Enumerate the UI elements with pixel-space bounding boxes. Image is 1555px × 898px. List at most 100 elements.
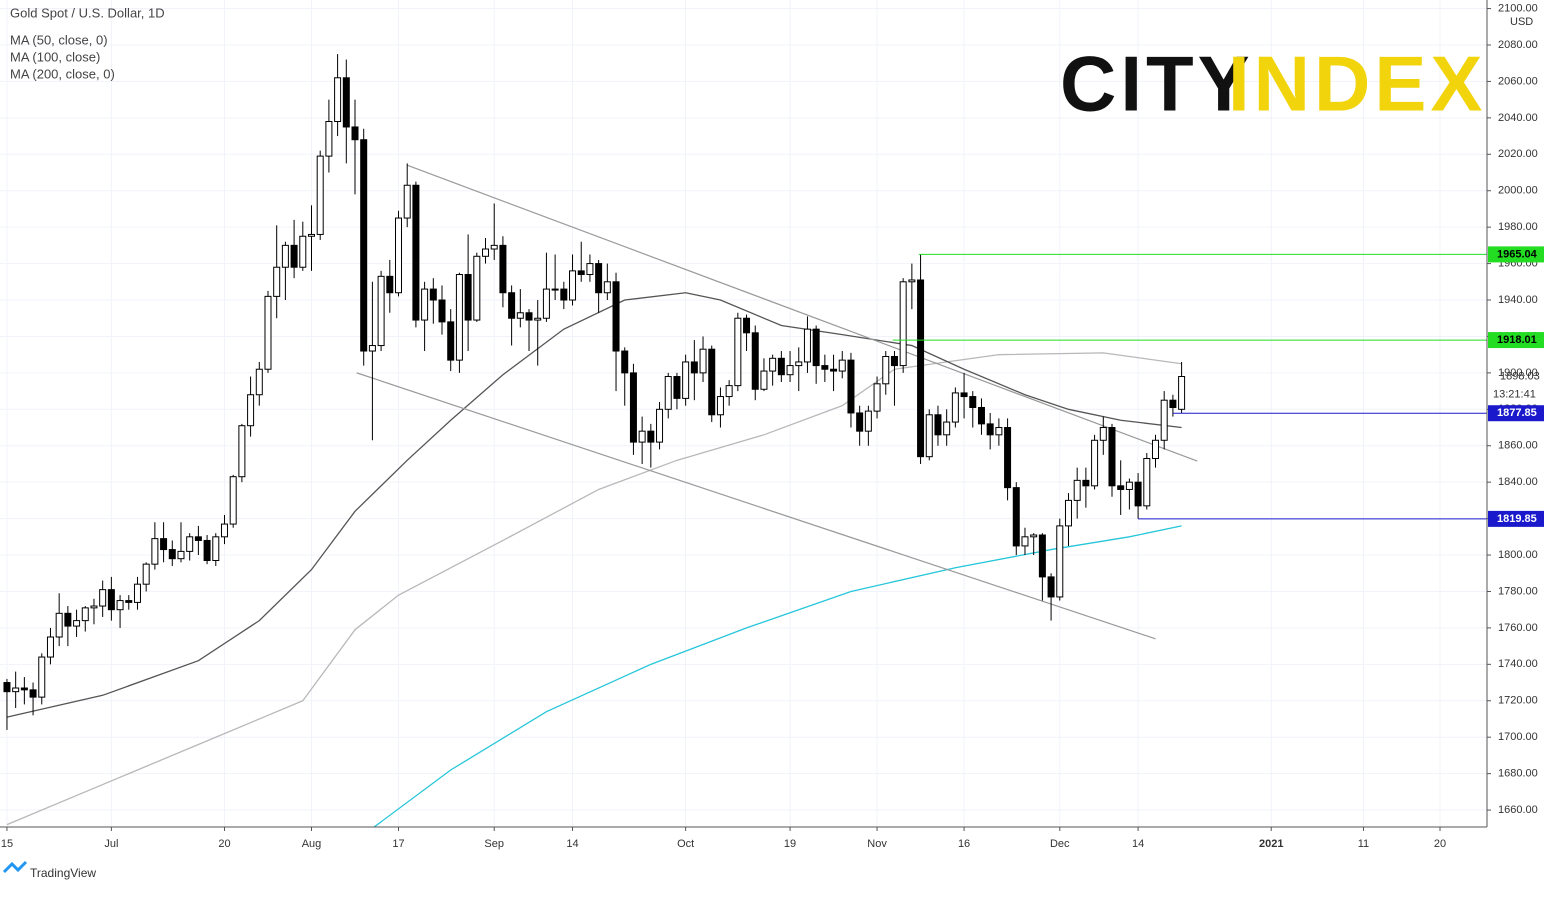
candle-body [595,263,603,294]
candle-body [73,620,81,627]
candle-body [351,126,359,141]
candle-body [447,321,455,361]
candle-body [629,372,637,443]
candle-body [612,281,620,352]
candle-body [464,274,472,321]
candle-body [247,394,255,427]
y-tick-label: 1900.00 [1498,367,1538,379]
candle-body [699,348,707,374]
axes: 1660.00 1680.00 1700.00 1720.00 1740.00 1760.… [1,2,1544,850]
candle-body [664,376,672,410]
candle-body [560,288,568,301]
price-tag-label: 1877.85 [1497,407,1537,419]
candle-body [864,410,872,432]
x-tick-label: Aug [302,838,322,850]
candle-body [1047,576,1055,598]
candle-body [1143,457,1151,507]
price-tag [1488,246,1544,263]
candle-body [46,636,54,658]
candle-body [1160,399,1168,441]
candle-body [403,184,411,219]
x-tick-label: 17 [392,838,404,850]
candle-body [281,244,289,268]
candle-body [1021,536,1029,547]
candle-body [1134,481,1142,507]
candle-body [917,279,925,458]
moving-average [6,292,1182,718]
x-tick-label: 2021 [1259,838,1283,850]
candle-body [830,368,838,372]
candle-body [725,385,733,398]
candle-body [377,275,385,347]
candle-body [638,430,646,443]
price-tag [1488,405,1544,422]
legend-entry: MA (50, close, 0) [10,32,108,47]
y-tick-label: 1940.00 [1498,294,1538,306]
candle-body [12,687,20,693]
candle-body [334,77,342,122]
plot-area [3,54,1487,827]
candle-body [977,406,985,425]
candle-body [751,332,759,390]
y-tick-label: 2000.00 [1498,185,1538,197]
candle-body [473,255,481,321]
candle-body [273,266,281,297]
footer-brand[interactable]: TradingView [30,866,96,880]
candle-body [586,263,594,276]
legend-entry: MA (100, close) [10,49,100,64]
candle-body [116,600,124,611]
candle-body [142,563,150,585]
last-price-label: 1898.03 [1500,370,1540,382]
candle-body [656,408,664,443]
candle-body [1073,479,1081,501]
y-tick-label: 1740.00 [1498,658,1538,670]
candle-body [621,350,629,374]
candle-body [368,345,376,352]
candle-body [229,476,237,525]
candle-body [299,235,307,268]
y-tick-label: 2060.00 [1498,75,1538,87]
x-tick-label: 20 [1434,838,1446,850]
price-tag-label: 1965.04 [1497,248,1538,260]
candle-body [769,357,777,372]
countdown-label: 13:21:41 [1493,388,1536,400]
moving-average [373,525,1182,827]
x-tick-label: 16 [958,838,970,850]
y-tick-label: 1800.00 [1498,549,1538,561]
price-tag-label: 1819.85 [1497,513,1537,525]
logo-index: INDEX [1228,40,1486,128]
candle-body [429,288,437,301]
candle-body [516,312,524,319]
candle-body [438,299,446,323]
candle-body [212,536,220,562]
candle-body [1004,427,1012,489]
candle-body [812,328,820,367]
candle-body [1082,479,1090,487]
candle-body [873,383,881,412]
y-tick-label: 2100.00 [1498,2,1538,14]
price-tag [1488,510,1544,527]
candle-body [760,370,768,390]
candle-body [342,77,350,128]
x-tick-label: 14 [1132,838,1144,850]
candle-body [951,392,959,423]
x-tick-label: 11 [1358,838,1369,850]
candle-body [890,355,898,367]
candle-body [569,270,577,301]
y-tick-label: 2020.00 [1498,148,1538,160]
candle-body [1038,534,1046,578]
candle-body [847,359,855,414]
candle-body [412,184,420,321]
candle-body [1169,399,1177,408]
logo-city: CITY [1060,40,1254,128]
candle-body [1108,427,1116,487]
candle-body [133,583,141,603]
candle-body [29,689,37,698]
y-tick-label: 1780.00 [1498,585,1538,597]
candle-body [960,392,968,398]
candle-body [682,361,690,399]
candle-body [542,288,550,319]
candle-body [934,414,942,436]
candle-body [908,279,916,283]
